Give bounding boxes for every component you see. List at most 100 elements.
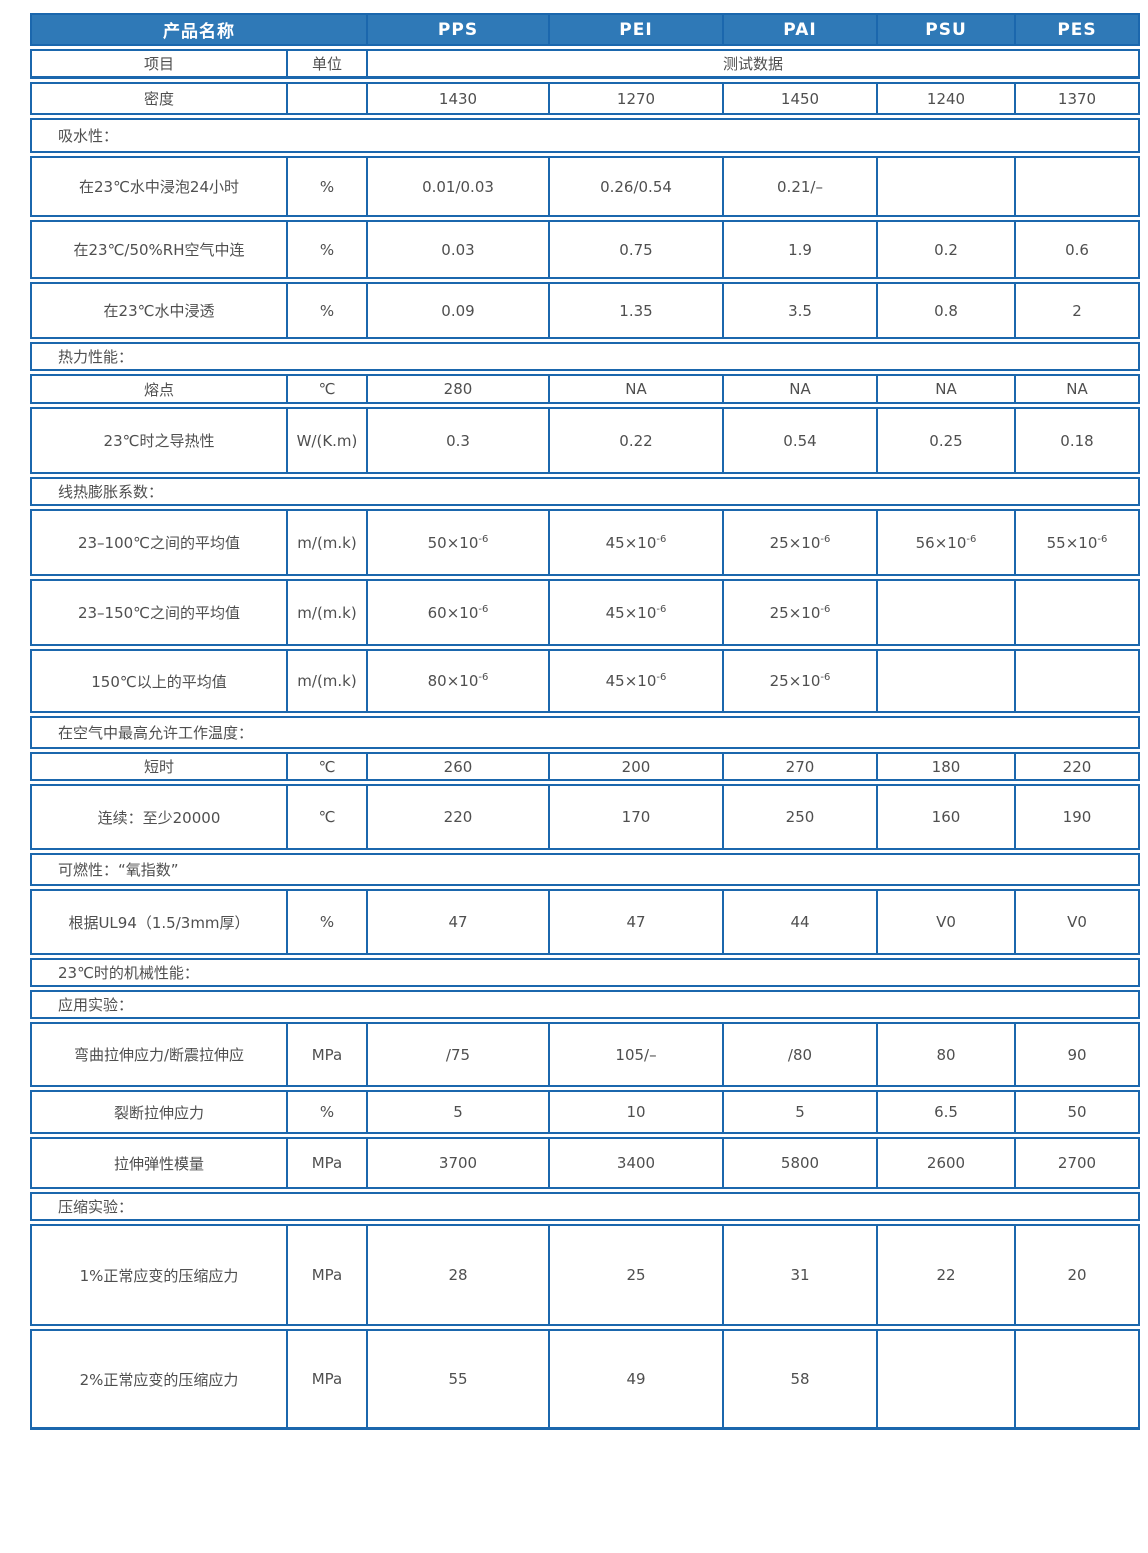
section-header-cell: 可燃性：“氧指数” (30, 853, 1140, 886)
value-cell: 1240 (878, 82, 1016, 115)
row-unit-cell: MPa (288, 1022, 368, 1087)
value-cell: 60×10-6 (368, 579, 550, 646)
column-header-pps: PPS (368, 13, 550, 46)
value-cell: NA (550, 374, 724, 404)
value-cell: 0.22 (550, 407, 724, 474)
exponent: -6 (820, 603, 831, 615)
value-cell: V0 (878, 889, 1016, 955)
value-cell: 0.75 (550, 220, 724, 279)
row-label-cell: 2%正常应变的压缩应力 (30, 1329, 288, 1430)
row-unit-cell: % (288, 889, 368, 955)
row-label-cell: 弯曲拉伸应力/断震拉伸应 (30, 1022, 288, 1087)
table-row: 在23℃/50%RH空气中连% 0.03 0.75 1.9 0.2 0.6 (30, 220, 1140, 279)
section-header-cell: 线热膨胀系数： (30, 477, 1140, 506)
value-cell: 58 (724, 1329, 878, 1430)
value-cell (1016, 649, 1140, 713)
exponent: -6 (1097, 533, 1108, 545)
value-cell (1016, 156, 1140, 217)
value-cell: 0.2 (878, 220, 1016, 279)
exponent: -6 (820, 533, 831, 545)
value-cell (878, 156, 1016, 217)
value-cell: 0.3 (368, 407, 550, 474)
section-header-cell: 热力性能： (30, 342, 1140, 371)
table-row: 23℃时之导热性 W/(K.m) 0.3 0.22 0.54 0.25 0.18 (30, 407, 1140, 474)
value-cell: 170 (550, 784, 724, 850)
row-label-cell: 23–100℃之间的平均值 (30, 509, 288, 576)
table-row: 在23℃水中浸透% 0.09 1.35 3.5 0.8 2 (30, 282, 1140, 339)
value-cell: 47 (550, 889, 724, 955)
value-cell: 44 (724, 889, 878, 955)
value-cell: 2 (1016, 282, 1140, 339)
value-cell (878, 579, 1016, 646)
row-unit-cell: % (288, 282, 368, 339)
value-cell: 3400 (550, 1137, 724, 1189)
column-header-pes: PES (1016, 13, 1140, 46)
value-cell: 250 (724, 784, 878, 850)
value-cell: 200 (550, 752, 724, 781)
table-body: 密度 1430 1270 1450 1240 1370 吸水性： 在23℃水中浸泡24小时% 0… (30, 82, 1140, 1430)
exponent: -6 (478, 672, 489, 683)
value-cell: 28 (368, 1224, 550, 1326)
row-unit-cell: m/(m.k) (288, 509, 368, 576)
value-cell: 80 (878, 1022, 1016, 1087)
value-cell: 3700 (368, 1137, 550, 1189)
row-label-cell: 连续：至少20000 (30, 784, 288, 850)
table-row: 裂断拉伸应力% 5 10 5 6.5 50 (30, 1090, 1140, 1134)
value-cell: 1450 (724, 82, 878, 115)
column-header-pai: PAI (724, 13, 878, 46)
value-cell: 0.6 (1016, 220, 1140, 279)
value-cell: 5 (368, 1090, 550, 1134)
value-cell: 270 (724, 752, 878, 781)
value-cell: NA (724, 374, 878, 404)
row-label-cell: 短时 (30, 752, 288, 781)
value-cell: 56×10-6 (878, 509, 1016, 576)
row-unit-cell: ℃ (288, 374, 368, 404)
value-cell: 0.26/0.54 (550, 156, 724, 217)
table-row: 弯曲拉伸应力/断震拉伸应 MPa/75 105/–/80 80 90 (30, 1022, 1140, 1087)
row-unit-cell: % (288, 220, 368, 279)
row-label-cell: 在23℃/50%RH空气中连 (30, 220, 288, 279)
column-header-psu: PSU (878, 13, 1016, 46)
value-cell: 45×10-6 (550, 579, 724, 646)
exponent: -6 (656, 672, 667, 683)
row-label-cell: 熔点 (30, 374, 288, 404)
row-label-cell: 23–150℃之间的平均值 (30, 579, 288, 646)
exponent: -6 (656, 533, 667, 545)
value-cell: 2600 (878, 1137, 1016, 1189)
value-cell: /75 (368, 1022, 550, 1087)
value-cell: 0.01/0.03 (368, 156, 550, 217)
section-row: 吸水性： (30, 118, 1140, 153)
value-cell: 50 (1016, 1090, 1140, 1134)
row-unit-cell: W/(K.m) (288, 407, 368, 474)
value-cell: 105/– (550, 1022, 724, 1087)
table-row: 根据UL94（1.5/3mm厚）% 47 47 44 V0 V0 (30, 889, 1140, 955)
value-cell: 1370 (1016, 82, 1140, 115)
row-label-cell: 裂断拉伸应力 (30, 1090, 288, 1134)
row-label-cell: 150℃以上的平均值 (30, 649, 288, 713)
value-cell: 2700 (1016, 1137, 1140, 1189)
exponent: -6 (478, 603, 489, 615)
value-cell: 0.09 (368, 282, 550, 339)
value-cell (878, 649, 1016, 713)
exponent: -6 (966, 533, 977, 545)
section-header-cell: 应用实验： (30, 990, 1140, 1019)
value-cell (1016, 579, 1140, 646)
value-cell: 1.35 (550, 282, 724, 339)
row-unit-cell: % (288, 156, 368, 217)
value-cell: 50×10-6 (368, 509, 550, 576)
value-cell: 0.54 (724, 407, 878, 474)
value-cell: 25 (550, 1224, 724, 1326)
row-label-cell: 在23℃水中浸透 (30, 282, 288, 339)
meta-header-row: 项目 单位 测试数据 (30, 49, 1140, 79)
table-row: 连续：至少20000 ℃ 220 170 250 160 190 (30, 784, 1140, 850)
value-cell: 180 (878, 752, 1016, 781)
value-cell: 280 (368, 374, 550, 404)
value-cell: 0.18 (1016, 407, 1140, 474)
row-unit-cell: m/(m.k) (288, 649, 368, 713)
value-cell: 220 (368, 784, 550, 850)
row-unit-cell: % (288, 1090, 368, 1134)
row-unit-cell: MPa (288, 1137, 368, 1189)
value-cell: 55 (368, 1329, 550, 1430)
section-header-cell: 压缩实验： (30, 1192, 1140, 1221)
value-cell: NA (878, 374, 1016, 404)
